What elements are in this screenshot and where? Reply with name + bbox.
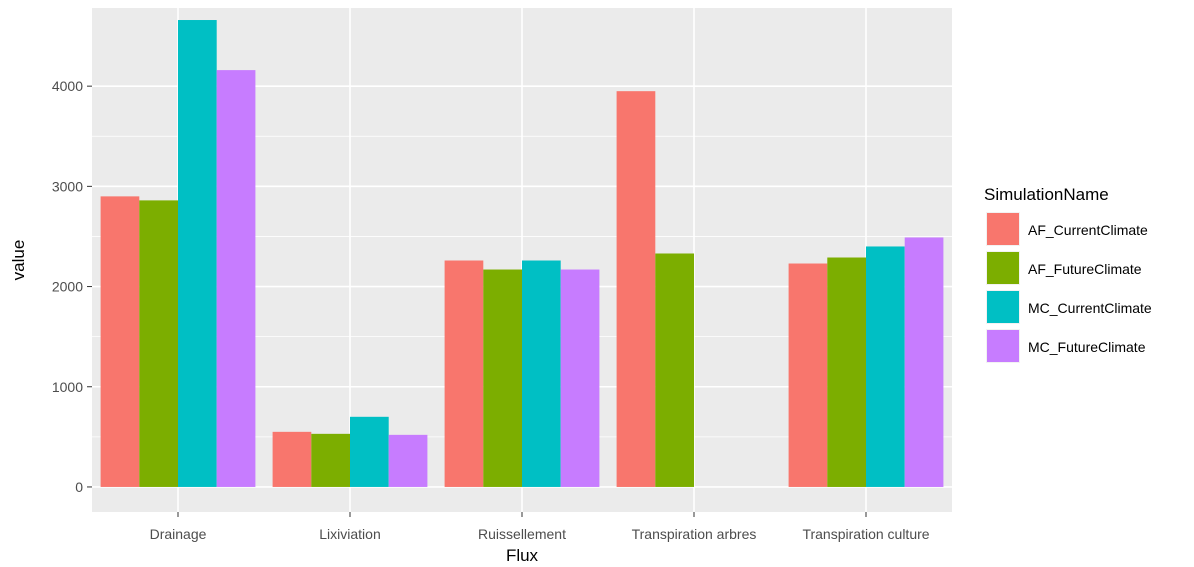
bar	[483, 269, 522, 487]
x-tick-label: Transpiration arbres	[632, 526, 757, 542]
bars	[100, 20, 944, 487]
legend-label: MC_CurrentClimate	[1028, 300, 1152, 316]
bar	[560, 269, 600, 487]
legend-swatch	[987, 213, 1019, 245]
bar	[827, 257, 866, 487]
bar	[272, 431, 312, 487]
bar	[311, 433, 350, 487]
y-axis-title: value	[9, 240, 28, 281]
bar	[350, 416, 389, 487]
y-tick-label: 1000	[52, 379, 83, 395]
legend-title: SimulationName	[984, 185, 1109, 204]
legend-swatch	[987, 330, 1019, 362]
x-axis: Drainage Lixiviation Ruissellement Transpir…	[150, 512, 930, 542]
legend-label: AF_FutureClimate	[1028, 261, 1142, 277]
x-tick-label: Lixiviation	[319, 526, 380, 542]
bar	[522, 260, 561, 487]
legend-label: AF_CurrentClimate	[1028, 222, 1148, 238]
bar	[139, 200, 178, 487]
bar	[388, 434, 428, 487]
bar	[178, 20, 217, 487]
legend-label: MC_FutureClimate	[1028, 339, 1146, 355]
y-axis: 0 1000 2000 3000 4000	[52, 78, 92, 495]
y-tick-label: 3000	[52, 178, 83, 194]
legend-swatch	[987, 252, 1019, 284]
bar	[616, 91, 656, 487]
bar	[444, 260, 484, 487]
x-tick-label: Drainage	[150, 526, 207, 542]
y-tick-label: 4000	[52, 78, 83, 94]
bar	[866, 246, 905, 487]
y-tick-label: 2000	[52, 279, 83, 295]
bar	[655, 253, 694, 487]
legend: SimulationName AF_CurrentClimate AF_Futur…	[984, 185, 1152, 363]
bar	[100, 196, 140, 487]
bar	[216, 70, 256, 487]
legend-swatch	[987, 291, 1019, 323]
x-tick-label: Transpiration culture	[802, 526, 929, 542]
x-tick-label: Ruissellement	[478, 526, 566, 542]
y-tick-label: 0	[75, 479, 83, 495]
x-axis-title: Flux	[506, 546, 539, 565]
bar	[788, 263, 828, 487]
bar	[904, 237, 944, 487]
